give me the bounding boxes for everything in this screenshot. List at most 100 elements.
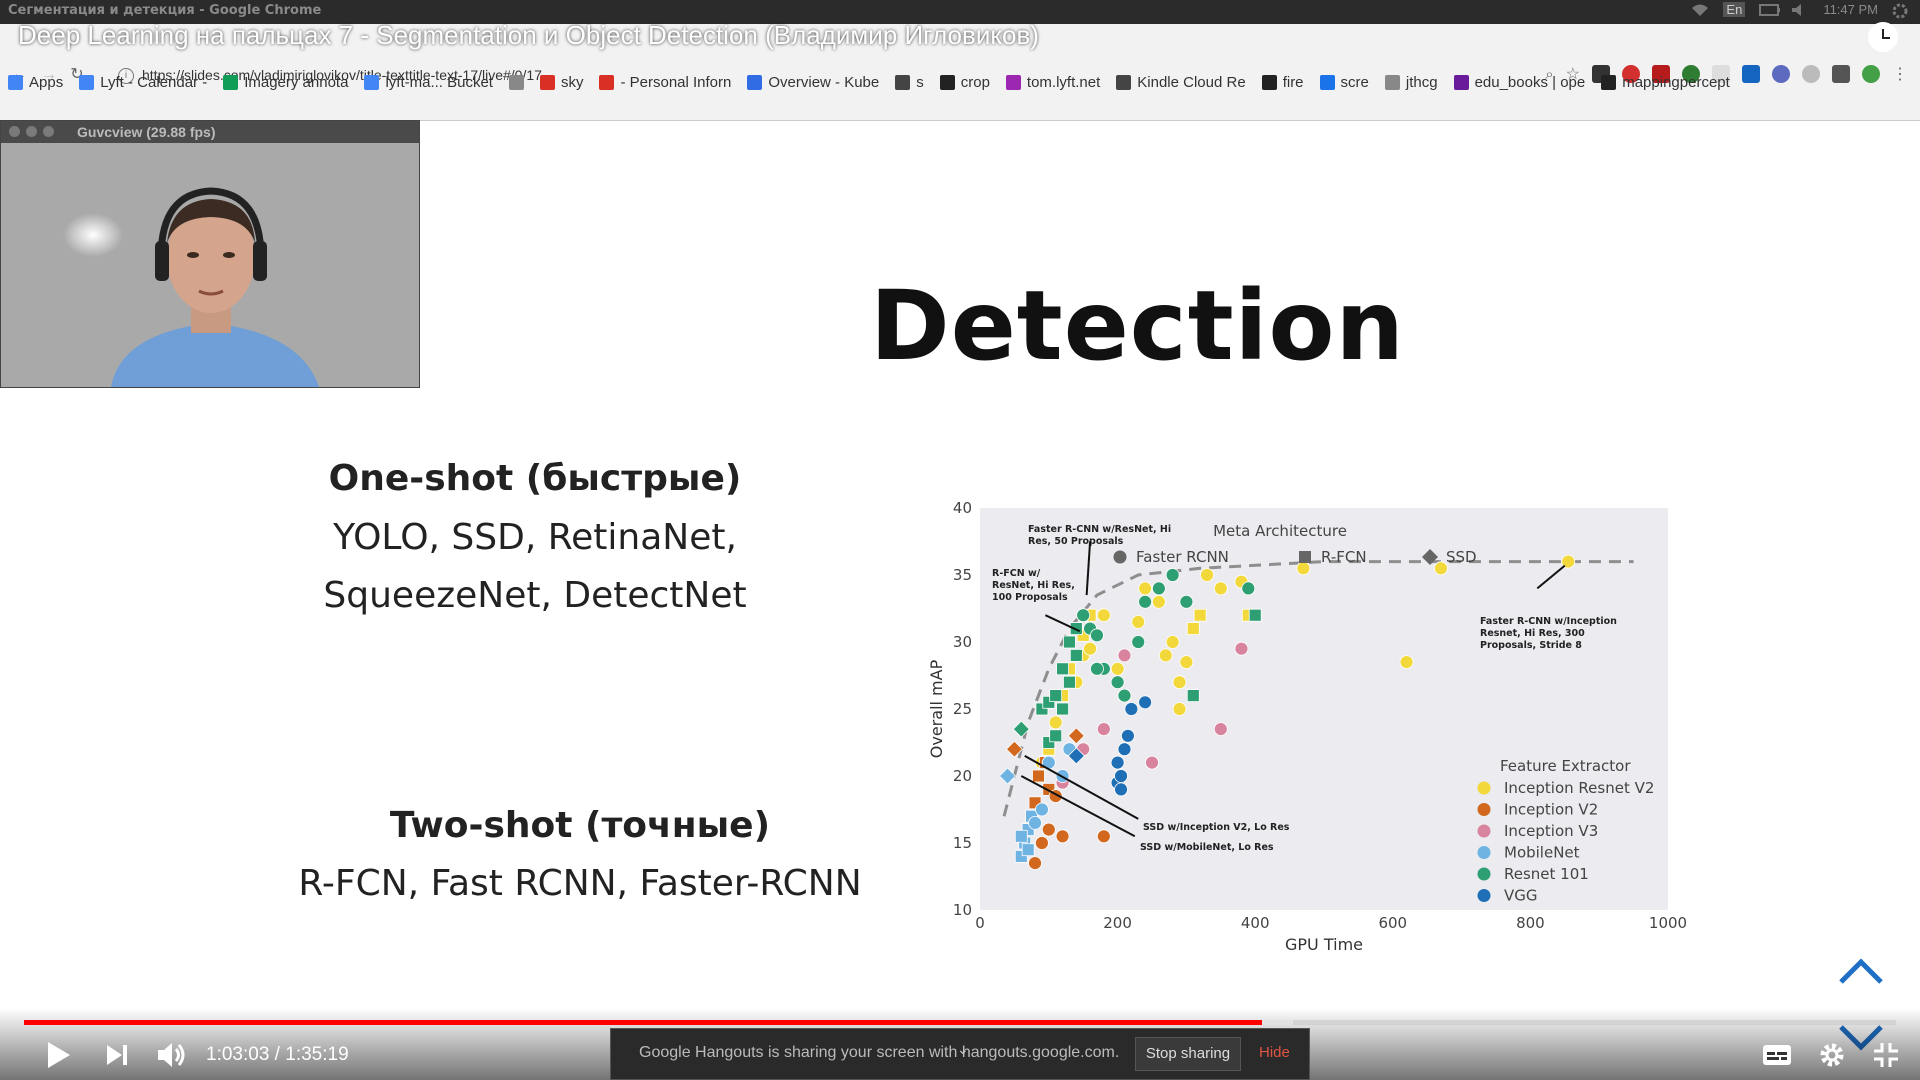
play-icon[interactable] bbox=[42, 1038, 76, 1072]
progress-bar-played[interactable] bbox=[24, 1020, 1263, 1025]
volume-icon[interactable] bbox=[1791, 3, 1809, 17]
bookmark-item[interactable]: sky bbox=[539, 74, 583, 91]
feature-legend-title: Feature Extractor bbox=[1500, 757, 1631, 775]
feature-legend-label: Inception V2 bbox=[1504, 801, 1598, 819]
extension-red-icon[interactable] bbox=[1652, 65, 1670, 83]
data-point-circle bbox=[1124, 702, 1139, 716]
legend-swatch bbox=[1477, 781, 1491, 795]
adblock-icon[interactable] bbox=[1622, 65, 1640, 83]
data-point-circle bbox=[1138, 695, 1153, 710]
annotation-text: Faster R-CNN w/ResNet, Hi bbox=[1028, 524, 1171, 535]
bookmark-item[interactable]: Lyft - Calendar - bbox=[79, 74, 207, 91]
bookmark-item[interactable]: jthcg bbox=[1384, 73, 1438, 91]
window-controls bbox=[9, 126, 54, 137]
wifi-icon[interactable] bbox=[1691, 3, 1709, 17]
bookmark-item[interactable]: Overview - Kube bbox=[747, 74, 879, 91]
grammarly-icon[interactable] bbox=[1682, 65, 1700, 83]
zoom-icon[interactable]: ⌕ bbox=[1545, 65, 1554, 83]
shield-icon[interactable] bbox=[1832, 65, 1850, 83]
bookmark-item[interactable]: Imagery annota bbox=[223, 74, 348, 91]
bookmark-label: jthcg bbox=[1405, 73, 1438, 91]
volume-icon[interactable] bbox=[154, 1038, 188, 1072]
subtitles-icon[interactable] bbox=[1762, 1043, 1792, 1067]
extension-indigo-icon[interactable] bbox=[1772, 65, 1790, 83]
y-tick-label: 40 bbox=[953, 499, 972, 517]
url-bar[interactable]: i https://slides.com/vladimiriglovikov/ti… bbox=[118, 64, 1518, 86]
page-icon bbox=[1384, 74, 1400, 90]
legend-swatch bbox=[1477, 846, 1491, 859]
menu-kebab-icon[interactable]: ⋮ bbox=[1892, 66, 1908, 83]
x-axis-label: GPU Time bbox=[1285, 935, 1363, 954]
minimize-window-icon[interactable] bbox=[26, 126, 37, 137]
language-indicator[interactable]: En bbox=[1723, 2, 1746, 17]
page-icon bbox=[508, 74, 524, 90]
exit-fullscreen-icon[interactable] bbox=[1872, 1041, 1900, 1069]
annotation-arrow bbox=[1044, 614, 1081, 633]
x-tick-label: 0 bbox=[975, 914, 985, 932]
legend-swatch bbox=[1477, 824, 1491, 838]
bookmark-star-icon[interactable]: ☆ bbox=[1565, 66, 1580, 83]
data-point-circle bbox=[1138, 594, 1153, 609]
data-point-circle bbox=[1200, 568, 1214, 582]
system-clock[interactable]: 11:47 PM bbox=[1823, 2, 1878, 17]
diamond-icon bbox=[1319, 74, 1335, 90]
site-info-icon[interactable]: i bbox=[118, 68, 134, 85]
calendar-icon bbox=[79, 74, 95, 90]
bookmark-item[interactable]: Kindle Cloud Re bbox=[1116, 74, 1246, 91]
webcam-titlebar[interactable]: Guvcview (29.88 fps) bbox=[1, 121, 419, 143]
settings-gear-icon[interactable] bbox=[1818, 1041, 1846, 1069]
maximize-window-icon[interactable] bbox=[43, 126, 54, 137]
github-icon bbox=[1601, 74, 1617, 90]
bookmark-item[interactable]: s bbox=[895, 74, 924, 91]
screen-sharing-notification-bar: Google Hangouts is sharing your screen w… bbox=[610, 1028, 1310, 1080]
one-shot-models-line-2: SqueezeNet, DetectNet bbox=[323, 575, 747, 616]
system-tray: En 11:47 PM bbox=[1691, 2, 1910, 18]
stop-sharing-button[interactable]: Stop sharing bbox=[1135, 1037, 1241, 1071]
slide-up-chevron-icon[interactable] bbox=[1838, 955, 1884, 985]
annotation-arrow bbox=[1085, 541, 1092, 596]
data-point-circle bbox=[1434, 561, 1448, 576]
extension-blue-icon[interactable] bbox=[1742, 65, 1760, 83]
forward-arrow-icon[interactable]: → bbox=[41, 66, 57, 83]
bookmark-item[interactable]: lyft-ma... Bucket bbox=[364, 74, 493, 91]
data-point-circle bbox=[1090, 628, 1104, 643]
data-point-circle bbox=[1158, 648, 1173, 663]
annotation-text: Resnet, Hi Res, 300 bbox=[1480, 628, 1585, 639]
bookmark-item[interactable]: scre bbox=[1319, 74, 1369, 91]
presenter-image bbox=[1, 143, 419, 387]
battery-icon[interactable] bbox=[1759, 3, 1781, 17]
meta-legend-label: SSD bbox=[1446, 548, 1477, 566]
data-point-diamond bbox=[1067, 727, 1085, 745]
settings-gear-icon[interactable] bbox=[1892, 3, 1910, 18]
data-point-circle bbox=[1151, 594, 1166, 609]
bookmark-item[interactable]: mappingpercept bbox=[1601, 74, 1730, 91]
bookmark-item[interactable]: fire bbox=[1261, 74, 1304, 91]
data-point-circle bbox=[1179, 594, 1194, 609]
data-point-circle bbox=[1028, 856, 1042, 871]
bookmark-item[interactable]: - Personal Inforn bbox=[599, 74, 731, 91]
next-track-icon[interactable] bbox=[100, 1038, 134, 1072]
extension-circle-icon[interactable] bbox=[1802, 65, 1820, 83]
annotation-arrow bbox=[1536, 564, 1566, 590]
data-point-circle bbox=[1138, 581, 1153, 596]
address-row: ← → ↻ ihttps://slides.com/vladimiriglovi… bbox=[0, 60, 1920, 90]
bookmark-item[interactable]: edu_books | ope bbox=[1453, 74, 1585, 91]
extension-grey-icon[interactable] bbox=[1712, 65, 1730, 83]
bookmark-item[interactable]: crop bbox=[939, 74, 990, 91]
bookmark-item[interactable]: Apps bbox=[8, 74, 63, 91]
evernote-icon[interactable] bbox=[1862, 65, 1880, 83]
data-point-circle bbox=[1110, 661, 1125, 676]
x-tick-label: 600 bbox=[1378, 914, 1407, 932]
webcam-window[interactable]: Guvcview (29.88 fps) bbox=[0, 120, 420, 388]
close-window-icon[interactable] bbox=[9, 126, 20, 137]
hide-button[interactable]: Hide bbox=[1259, 1044, 1290, 1061]
bookmark-item[interactable]: tom.lyft.net bbox=[1005, 74, 1100, 91]
bookmark-item[interactable] bbox=[508, 74, 524, 90]
x-tick-label: 400 bbox=[1241, 914, 1270, 932]
bookmark-label: lyft-ma... Bucket bbox=[385, 73, 493, 91]
chevron-down-icon[interactable]: ⌄ bbox=[957, 1041, 969, 1057]
data-point-circle bbox=[1561, 554, 1576, 569]
os-title-bar: Сегментация и детекция - Google Chrome E… bbox=[0, 0, 1920, 24]
watch-later-clock-icon[interactable] bbox=[1868, 22, 1898, 52]
total-time: 1:35:19 bbox=[285, 1044, 349, 1065]
